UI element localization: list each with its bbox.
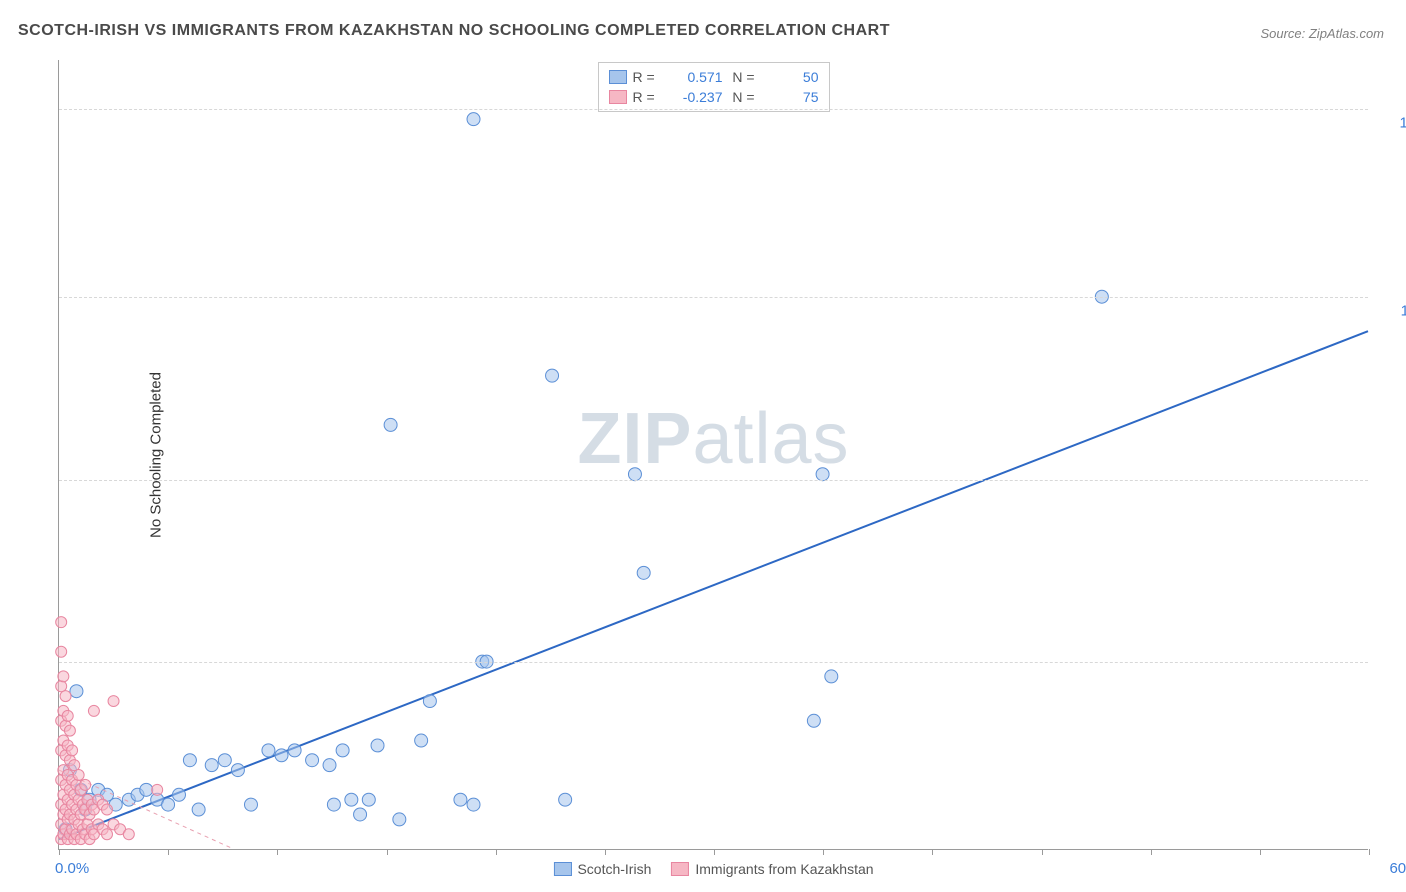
x-tick [59, 849, 60, 855]
data-point [73, 770, 84, 781]
data-point [393, 813, 406, 826]
trend-line [59, 331, 1368, 839]
x-axis-end-label: 60.0% [1389, 860, 1406, 877]
data-point [362, 793, 375, 806]
data-point [231, 764, 244, 777]
swatch-series-2 [609, 90, 627, 104]
data-point [288, 744, 301, 757]
data-point [123, 829, 134, 840]
data-point [88, 705, 99, 716]
data-point [354, 808, 367, 821]
swatch-icon [553, 862, 571, 876]
data-point [306, 754, 319, 767]
chart-title: SCOTCH-IRISH VS IMMIGRANTS FROM KAZAKHST… [18, 22, 890, 40]
data-point [162, 798, 175, 811]
data-point [371, 739, 384, 752]
data-point [807, 714, 820, 727]
y-tick-label: 3.8% [1382, 668, 1406, 685]
data-point [62, 710, 73, 721]
data-point [108, 696, 119, 707]
data-point [415, 734, 428, 747]
swatch-icon [671, 862, 689, 876]
x-axis-start-label: 0.0% [55, 860, 89, 877]
x-tick [496, 849, 497, 855]
data-point [384, 418, 397, 431]
data-point [244, 798, 257, 811]
data-point [102, 804, 113, 815]
data-point [559, 793, 572, 806]
data-point [56, 617, 67, 628]
data-point [56, 646, 67, 657]
data-point [56, 681, 67, 692]
data-point [423, 695, 436, 708]
swatch-series-1 [609, 70, 627, 84]
data-point [336, 744, 349, 757]
gridline-h [59, 297, 1368, 298]
legend-label: Scotch-Irish [577, 861, 651, 877]
x-tick [823, 849, 824, 855]
data-point [192, 803, 205, 816]
y-tick-label: 15.0% [1382, 115, 1406, 132]
data-point [218, 754, 231, 767]
legend-item: Immigrants from Kazakhstan [671, 861, 873, 877]
data-point [183, 754, 196, 767]
stats-row-series-2: R = -0.237 N = 75 [609, 87, 819, 107]
data-point [102, 829, 113, 840]
data-point [205, 759, 218, 772]
data-point [69, 760, 80, 771]
data-point [825, 670, 838, 683]
data-point [454, 793, 467, 806]
data-point [80, 779, 91, 790]
gridline-h [59, 480, 1368, 481]
data-point [323, 759, 336, 772]
data-point [64, 725, 75, 736]
data-point [345, 793, 358, 806]
data-point [546, 369, 559, 382]
stats-legend: R = 0.571 N = 50 R = -0.237 N = 75 [598, 62, 830, 112]
data-point [152, 784, 163, 795]
data-point [60, 691, 71, 702]
y-tick-label: 11.2% [1382, 303, 1406, 320]
x-tick [605, 849, 606, 855]
x-tick [1042, 849, 1043, 855]
x-tick [1151, 849, 1152, 855]
legend-label: Immigrants from Kazakhstan [695, 861, 873, 877]
x-tick [277, 849, 278, 855]
gridline-h [59, 109, 1368, 110]
data-point [70, 685, 83, 698]
scatter-svg [59, 60, 1368, 849]
data-point [58, 671, 69, 682]
data-point [140, 783, 153, 796]
x-tick [1260, 849, 1261, 855]
x-tick [714, 849, 715, 855]
stats-row-series-1: R = 0.571 N = 50 [609, 67, 819, 87]
x-tick [387, 849, 388, 855]
data-point [327, 798, 340, 811]
data-point [262, 744, 275, 757]
data-point [172, 788, 185, 801]
series-legend: Scotch-Irish Immigrants from Kazakhstan [553, 861, 873, 877]
plot-area: No Schooling Completed ZIPatlas R = 0.57… [58, 60, 1368, 850]
data-point [467, 798, 480, 811]
gridline-h [59, 662, 1368, 663]
x-tick [1369, 849, 1370, 855]
data-point [275, 749, 288, 762]
x-tick [932, 849, 933, 855]
legend-item: Scotch-Irish [553, 861, 651, 877]
y-tick-label: 7.5% [1382, 485, 1406, 502]
data-point [67, 745, 78, 756]
data-point [637, 566, 650, 579]
x-tick [168, 849, 169, 855]
data-point [467, 113, 480, 126]
source-credit: Source: ZipAtlas.com [1260, 26, 1384, 41]
